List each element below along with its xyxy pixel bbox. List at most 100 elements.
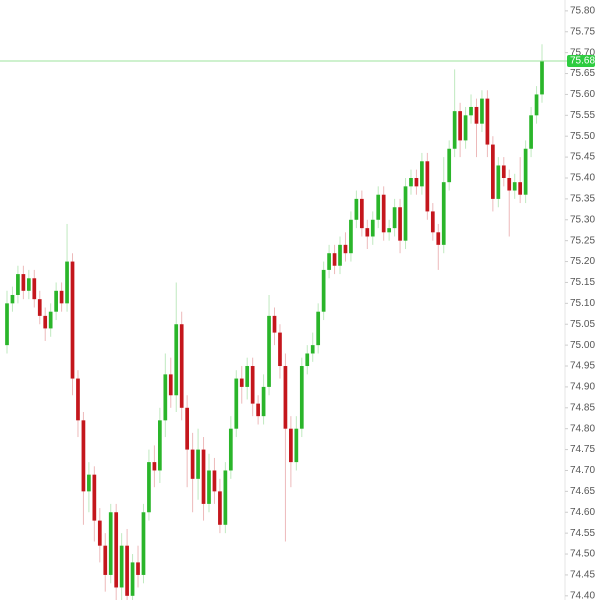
y-tick-label: 75.15 [570,277,595,288]
candle-body [343,244,348,254]
candle-body [441,182,446,245]
candle-body [223,470,228,525]
candle-body [354,198,359,220]
candle-body [59,290,64,304]
candle-body [398,207,402,241]
candle-body [447,148,452,183]
candle-body [92,474,97,521]
y-tick-label: 75.80 [570,6,595,17]
y-tick-label: 75.05 [570,319,595,330]
y-tick-label: 74.80 [570,423,595,434]
candle-body [43,315,48,329]
candle-body [370,219,375,237]
candle-body [278,332,282,367]
candle-body [283,366,288,429]
candle-body [114,512,119,588]
candle-body [338,244,342,266]
candle-body [501,165,506,178]
y-tick-label: 75.20 [570,256,595,267]
candle-body [174,324,179,396]
candle-body [458,111,462,141]
plot-area [5,44,544,600]
y-tick-label: 74.55 [570,528,595,539]
y-tick-label: 75.25 [570,235,595,246]
candle-body [349,219,353,254]
candle-body [108,512,113,575]
candle-body [130,562,135,596]
y-tick-label: 75.00 [570,340,595,351]
candle-body [469,106,473,116]
y-tick-label: 75.75 [570,26,595,37]
candle-body [70,261,75,379]
y-tick-label: 74.50 [570,549,595,560]
candle-body [387,228,391,233]
candle-body [147,462,151,513]
candle-body [305,353,310,367]
y-tick-label: 75.55 [570,110,595,121]
candle-body [228,428,233,471]
candle-body [392,207,397,229]
y-tick-label: 74.90 [570,382,595,393]
candle-body [5,303,9,346]
candle-body [267,315,271,387]
candle-body [463,115,468,141]
candle-body [359,198,364,229]
candle-body [48,311,53,329]
candle-body [425,161,430,212]
candle-body [245,366,250,387]
candle-body [10,294,15,304]
candle-body [190,449,195,479]
y-tick-label: 75.40 [570,173,595,184]
candle-body [76,378,80,421]
candle-body [141,512,146,575]
candle-body [179,324,184,408]
candle-body [26,278,31,291]
candle-body [21,274,26,291]
candle-body [37,299,42,316]
candle-body [474,106,479,124]
candle-body [196,449,200,479]
candle-body [16,274,20,295]
candle-body [218,491,222,525]
candle-body [436,232,441,245]
candle-body [327,253,331,270]
candle-body [81,420,86,492]
y-tick-label: 74.60 [570,507,595,518]
candle-body [316,311,321,346]
y-tick-label: 75.45 [570,152,595,163]
candle-body [97,520,102,546]
candle-body [168,374,173,396]
candle-body [136,562,140,575]
candle-body [540,61,544,95]
candle-body [32,278,37,300]
candle-body [485,98,490,145]
y-tick-label: 75.60 [570,89,595,100]
candle-body [103,545,108,575]
candle-body [234,378,239,429]
candle-body [261,386,266,417]
candle-body [381,194,386,233]
candle-body [201,449,206,504]
y-tick-label: 75.30 [570,214,595,225]
y-tick-label: 74.75 [570,444,595,455]
candle-body [65,261,69,304]
candle-body [125,545,129,596]
candle-body [376,194,381,220]
y-tick-label: 75.70 [570,47,595,58]
candle-body [250,366,255,404]
y-tick-label: 74.95 [570,361,595,372]
candle-body [518,182,523,195]
candle-body [185,407,190,450]
candle-body [409,177,413,187]
candle-body [523,148,528,195]
candle-body [119,545,124,588]
candle-body [256,403,260,417]
candle-body [512,182,517,191]
candle-body [152,462,157,471]
candle-body [332,253,337,266]
candle-body [414,177,419,187]
y-tick-label: 74.65 [570,486,595,497]
candle-body [158,420,162,471]
